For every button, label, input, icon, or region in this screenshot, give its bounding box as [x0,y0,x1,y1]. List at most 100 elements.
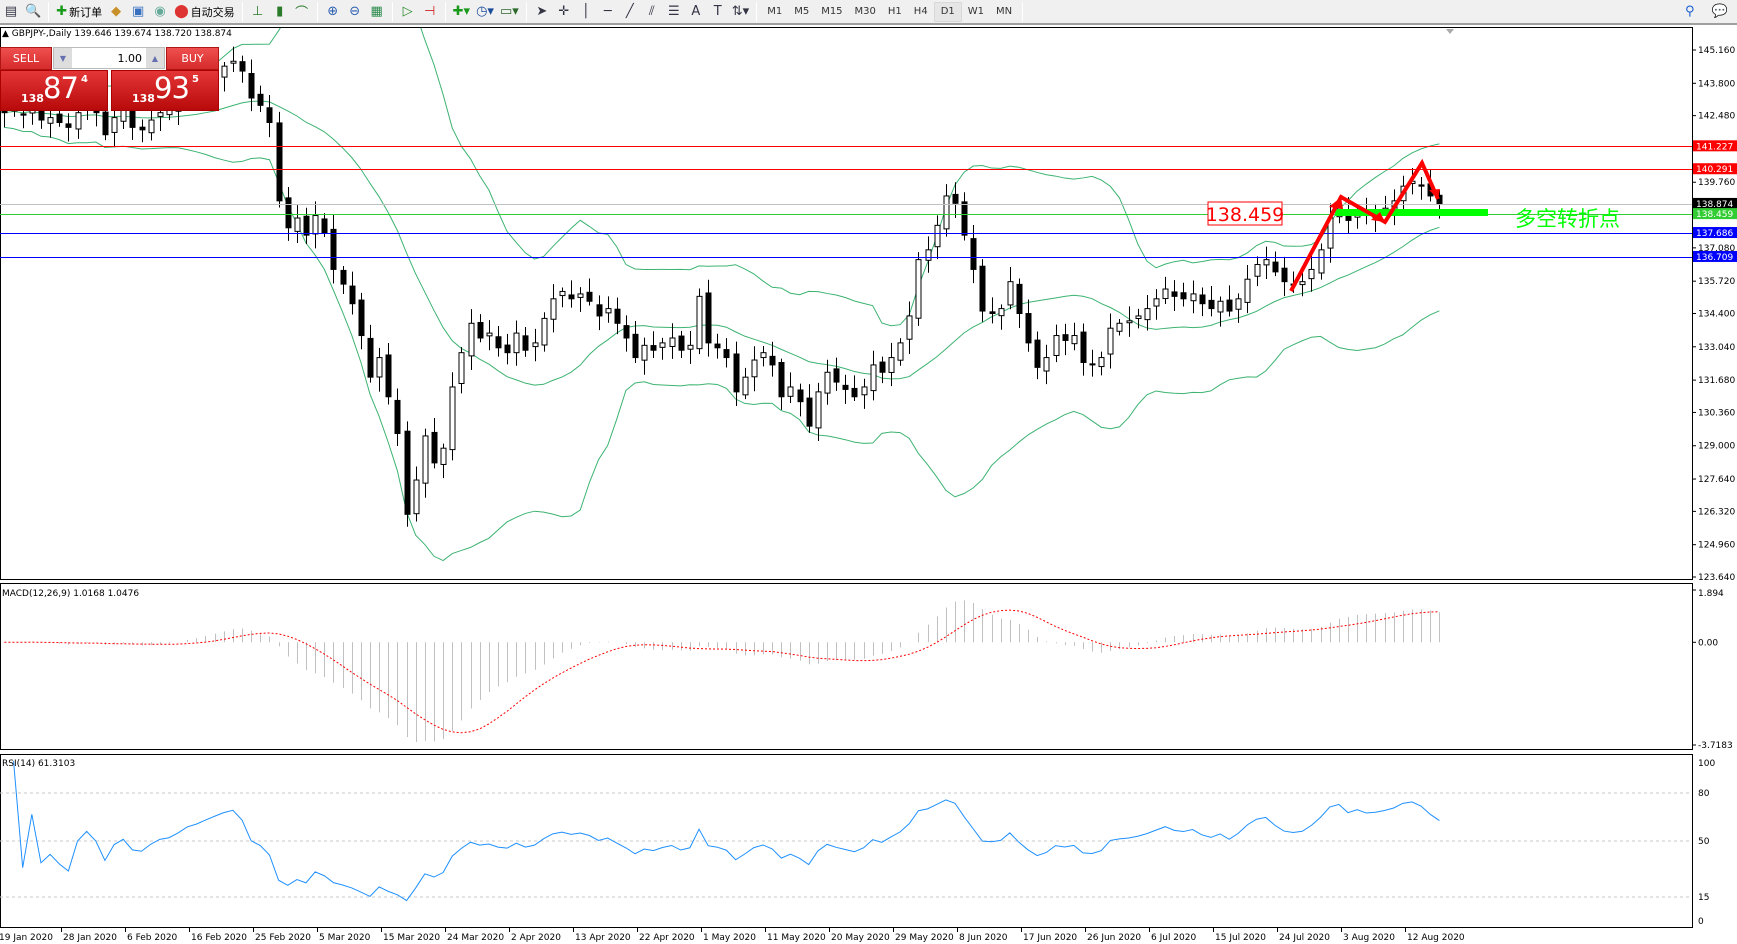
price-tick-label: 126.320 [1698,507,1735,517]
candle [148,106,155,141]
candle [1190,280,1197,314]
timeframe-m5[interactable]: M5 [794,6,810,17]
rsi-tick-label: 50 [1698,837,1710,847]
candle-body-bull [294,217,301,232]
candle-body-bear [303,215,310,236]
timeframe-m15[interactable]: M15 [821,6,843,17]
arrows-icon[interactable]: ⇅▾ [731,4,750,19]
chart-canvas[interactable]: 138.459 多空转折点 145.160 143.800 142.480 139.760… [0,27,1737,944]
candle [376,347,383,392]
market-watch-icon[interactable]: ▤ [4,4,18,19]
candle-body-bear [1025,313,1032,344]
lot-value[interactable]: 1.00 [117,51,143,65]
candle [449,372,456,461]
templates-icon[interactable]: ▭▾ [499,4,519,19]
candle [714,333,721,359]
macd-tick-label: 0.00 [1698,638,1718,648]
candle-body-bear [495,336,502,349]
timeframe-w1[interactable]: W1 [967,6,984,17]
candle [422,428,429,498]
lot-increase-button[interactable]: ▲ [146,48,164,68]
tile-windows-icon[interactable]: ▦ [370,4,383,19]
lot-size-field[interactable]: ▼ 1.00 ▲ [53,47,165,69]
vertical-line-icon[interactable]: │ [581,4,590,19]
toolbar-separator [756,1,758,22]
equidistant-channel-icon[interactable]: ⫽ [648,4,655,19]
candle-body-bear [358,299,365,337]
text-label-icon[interactable]: T [713,4,722,19]
buy-button[interactable]: BUY [166,47,219,70]
sell-button[interactable]: SELL [0,47,52,70]
hline-price-tag [1693,163,1737,175]
candle [1318,243,1325,280]
auto-scroll-icon[interactable]: ▷ [402,4,413,19]
sell-price-big-figure: 138 [21,92,44,105]
trendline-icon[interactable]: ╱ [625,4,634,19]
terminal-icon[interactable]: ▣ [131,4,145,19]
hline-price-label: 136.709 [1696,253,1733,263]
text-icon[interactable]: A [691,4,701,19]
bar-chart-icon[interactable]: ⊥ [251,4,264,19]
toolbar-separator [48,1,50,22]
hline-price-tag [1693,197,1737,209]
timeframe-d1[interactable]: D1 [933,1,962,22]
date-label: 2 Apr 2020 [511,933,561,943]
fibonacci-icon[interactable]: ☰ [667,4,680,19]
candle-body-bear [1281,267,1288,283]
data-window-icon[interactable]: 🔍 [25,4,42,19]
toolbar-separator [391,1,393,22]
cursor-icon[interactable]: ➤ [536,4,548,19]
candle-body-bear [1034,339,1041,368]
chart-shift-icon[interactable]: ⊣ [423,4,436,19]
candle-body-bull [449,386,456,451]
candle-body-bull [458,352,465,384]
candle [330,214,337,284]
metaeditor-icon[interactable]: ◆ [111,4,122,19]
sell-price[interactable]: 138 87 4 [0,70,108,111]
candlestick-icon[interactable]: ▮ [276,4,284,19]
buy-price[interactable]: 138 93 5 [111,70,219,111]
candle-body-bear [979,265,986,312]
candle-body-bull [221,65,228,78]
candle [632,321,639,364]
crosshair-icon[interactable]: ✛ [558,4,570,19]
new-order-button[interactable]: ✚ 新订单 [56,4,103,19]
indicators-icon[interactable]: ✚▾ [452,4,471,19]
search-icon[interactable]: ⚲ [1685,4,1695,19]
price-tick-label: 127.640 [1698,475,1735,485]
candle-body-bear [139,126,146,131]
price-tick-label: 143.800 [1698,79,1735,89]
signals-icon[interactable]: ◉ [154,4,166,19]
rsi-tick-label: 15 [1698,893,1709,903]
candle [221,62,228,92]
zoom-in-icon[interactable]: ⊕ [327,4,339,19]
date-label: 1 May 2020 [703,933,756,943]
auto-trading-button[interactable]: ⬤ 自动交易 [174,4,235,19]
date-label: 15 Mar 2020 [383,933,440,943]
timeframe-m1[interactable]: M1 [767,6,783,17]
candle-body-bear [330,228,337,270]
candle [1180,282,1187,307]
timeframe-h4[interactable]: H4 [913,6,928,17]
candle-body-bear [1199,294,1206,305]
candle-body-bull [1043,357,1050,372]
timeframe-m30[interactable]: M30 [854,6,876,17]
horizontal-line-icon[interactable]: ─ [603,4,612,19]
candle-body-bear [596,304,603,317]
periods-icon[interactable]: ◷▾ [476,4,494,19]
chat-icon[interactable]: 💬 [1711,4,1728,19]
lot-decrease-button[interactable]: ▼ [54,48,72,68]
candle-body-bull [148,119,155,134]
candle [961,192,968,241]
timeframe-h1[interactable]: H1 [887,6,902,17]
candle [925,236,932,273]
line-chart-icon[interactable]: ⌒ [295,6,309,21]
candle-body-bear [769,355,776,366]
candle [888,342,895,387]
zoom-out-icon[interactable]: ⊖ [349,4,361,19]
timeframe-mn[interactable]: MN [996,6,1013,17]
date-label: 17 Jun 2020 [1023,933,1077,943]
candle-body-bull [787,386,794,397]
candle [815,382,822,442]
candle [367,324,374,383]
